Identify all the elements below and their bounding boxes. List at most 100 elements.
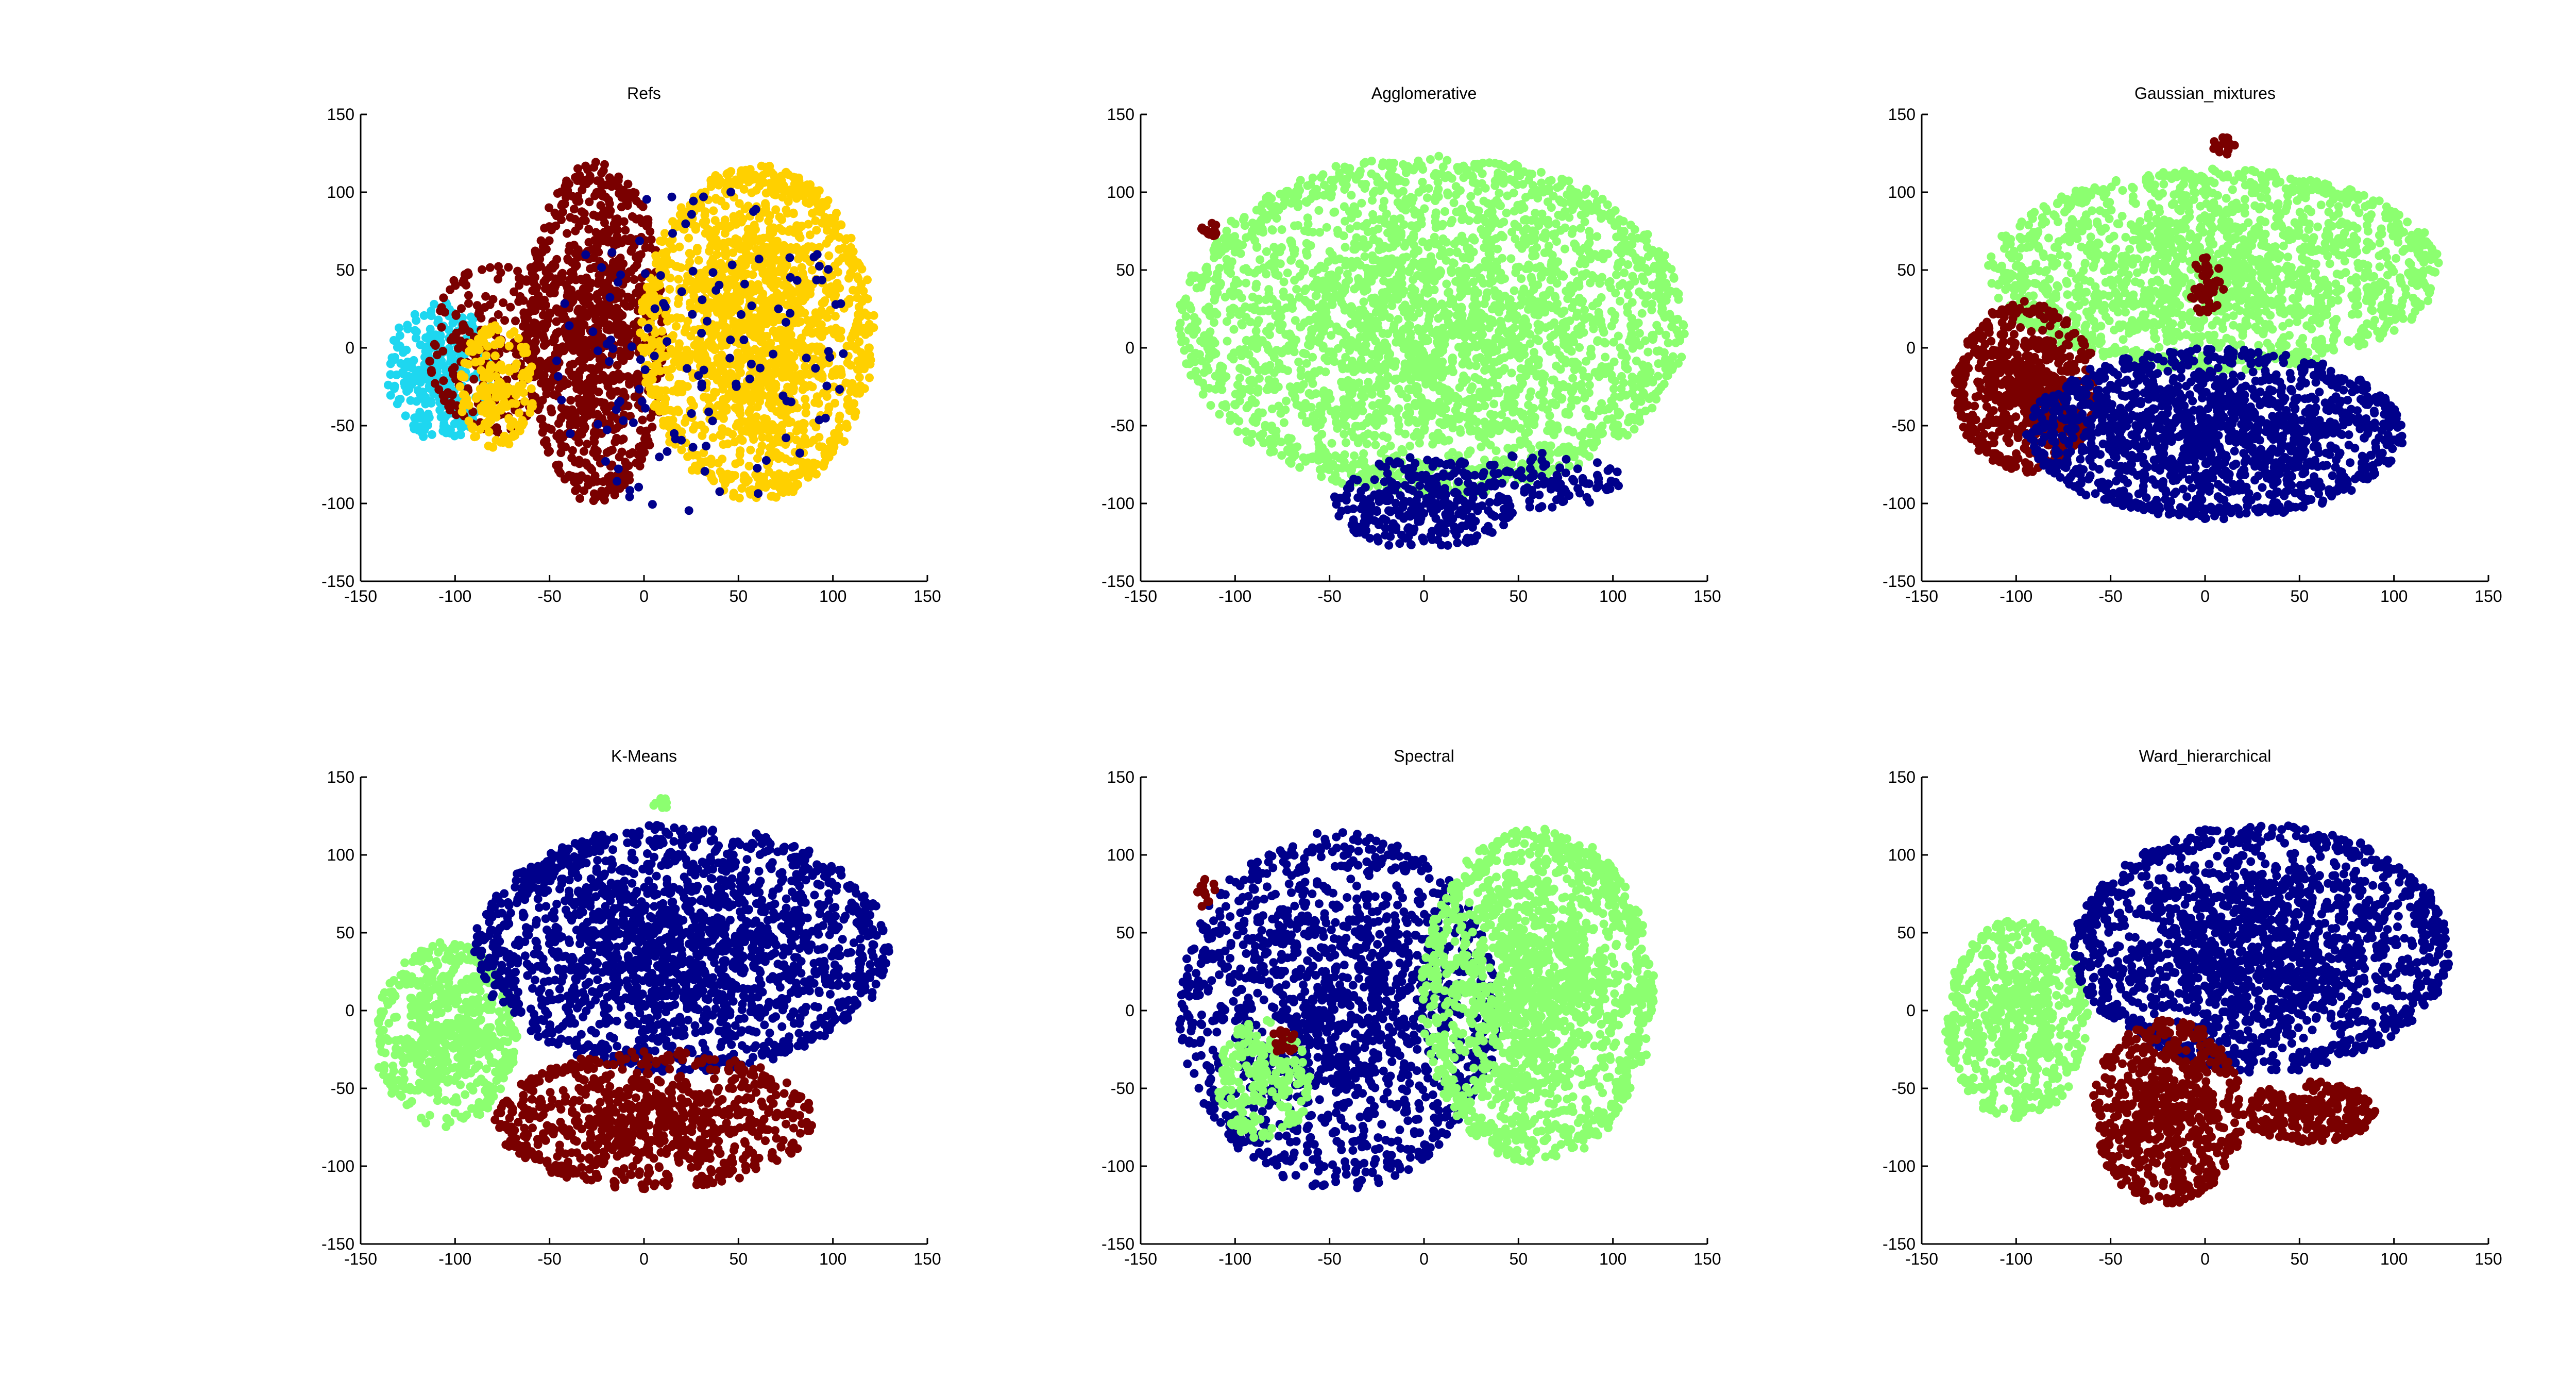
data-point (569, 292, 578, 300)
data-point (494, 310, 503, 319)
data-point (557, 441, 566, 450)
data-point (460, 358, 469, 367)
data-point (613, 361, 622, 370)
data-point (492, 435, 501, 445)
data-point (600, 228, 609, 237)
data-point (779, 265, 788, 274)
data-point (795, 449, 804, 458)
data-point (1460, 358, 1469, 367)
data-point (786, 309, 794, 318)
data-point (824, 251, 834, 260)
data-point (593, 410, 602, 419)
data-point (1609, 384, 1618, 394)
data-point (700, 467, 709, 476)
data-point (494, 262, 503, 271)
data-point (511, 399, 520, 408)
data-point (406, 360, 416, 369)
data-point (773, 433, 782, 442)
data-point (468, 422, 477, 431)
data-point (419, 311, 429, 320)
data-point (640, 332, 649, 342)
data-point (606, 335, 616, 345)
data-point (817, 204, 826, 213)
data-point (725, 354, 735, 363)
data-point (454, 344, 463, 353)
data-point (797, 333, 806, 343)
data-point (727, 260, 737, 270)
data-point (856, 348, 866, 357)
data-point (823, 313, 832, 322)
data-point (752, 412, 761, 422)
data-point (840, 437, 849, 446)
data-point (638, 306, 647, 315)
data-point (717, 196, 725, 206)
data-point (456, 372, 466, 381)
data-point (625, 449, 634, 459)
data-point (739, 323, 748, 332)
data-point (1394, 404, 1403, 413)
data-point (791, 342, 801, 351)
data-point (650, 351, 659, 361)
data-point (571, 226, 580, 236)
data-point (595, 276, 604, 285)
data-point (509, 385, 518, 394)
data-point (799, 426, 808, 435)
data-point (427, 430, 436, 439)
data-point (817, 332, 826, 341)
data-point (761, 162, 770, 172)
data-point (781, 168, 790, 177)
data-point (735, 406, 744, 415)
data-point (615, 375, 624, 384)
data-point (423, 409, 433, 418)
data-point (1239, 265, 1248, 274)
data-point (659, 299, 668, 308)
data-point (810, 398, 820, 407)
data-point (596, 201, 605, 210)
data-point (557, 215, 566, 224)
data-point (614, 398, 623, 408)
data-point (615, 452, 624, 462)
data-point (518, 421, 527, 430)
data-point (484, 397, 494, 406)
data-point (488, 295, 498, 304)
data-point (666, 273, 675, 282)
data-point (663, 337, 672, 346)
data-point (605, 293, 615, 302)
data-point (479, 381, 488, 391)
data-point (1391, 358, 1400, 367)
data-point (1409, 233, 1418, 242)
data-point (1250, 268, 1259, 278)
data-point (523, 374, 533, 383)
data-point (502, 438, 512, 447)
data-point (731, 394, 740, 403)
x-tick-label: 50 (730, 587, 748, 606)
data-point (710, 172, 720, 181)
data-point (623, 201, 632, 210)
data-point (1516, 364, 1526, 373)
data-point (485, 374, 494, 383)
data-point (808, 209, 817, 218)
data-point (698, 295, 707, 305)
data-point (554, 327, 564, 337)
data-point (519, 388, 528, 397)
data-point (657, 237, 667, 246)
data-point (742, 427, 751, 436)
data-point (552, 356, 561, 365)
data-point (499, 298, 508, 307)
data-point (529, 273, 538, 282)
data-point (863, 294, 872, 304)
data-point (589, 400, 599, 409)
data-point (1292, 400, 1301, 409)
data-point (815, 415, 824, 425)
data-point (855, 389, 865, 398)
data-point (835, 411, 844, 421)
data-point (439, 293, 448, 302)
data-point (457, 304, 466, 313)
data-point (759, 421, 768, 430)
data-point (597, 263, 606, 272)
data-point (745, 374, 754, 383)
data-point (598, 192, 607, 201)
data-point (792, 479, 802, 489)
data-point (460, 323, 469, 332)
scatter-points (384, 158, 878, 515)
